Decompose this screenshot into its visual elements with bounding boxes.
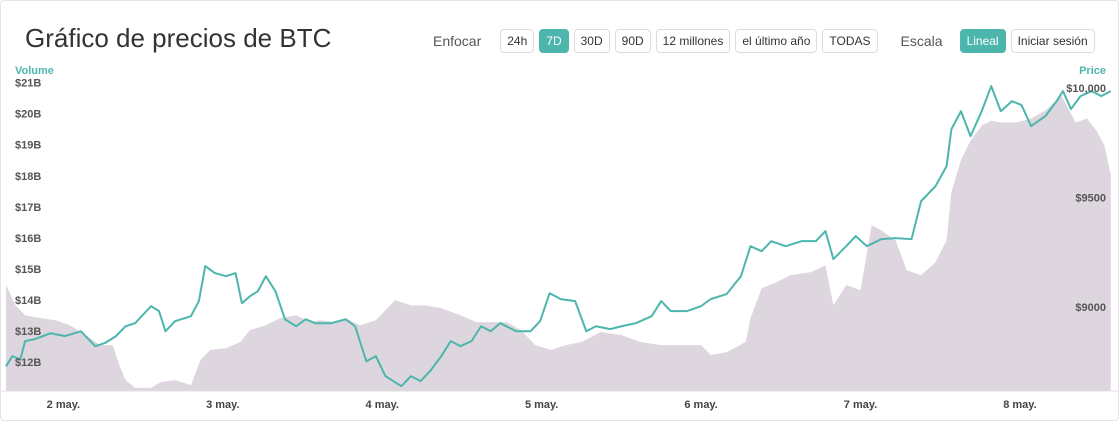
y-tick-label: $14B <box>15 295 41 307</box>
zoom-button[interactable]: 12 millones <box>655 29 731 53</box>
controls: Enfocar 24h 7D 30D 90D 12 millones el último a… <box>433 29 1095 53</box>
zoom-button[interactable]: 30D <box>573 29 610 53</box>
scale-button[interactable]: Lineal <box>959 29 1006 53</box>
price-line <box>5 85 1112 388</box>
y-axis-label: Volume <box>15 65 54 77</box>
zoom-button[interactable]: 24h <box>500 29 535 53</box>
x-tick-label: 5 may. <box>525 399 558 411</box>
zoom-label: Enfocar <box>433 33 482 49</box>
y-tick-label: $18B <box>15 171 41 183</box>
scale-button[interactable]: Iniciar sesión <box>1010 29 1095 53</box>
x-tick-label: 2 may. <box>47 399 80 411</box>
y2-tick-label: $9500 <box>1075 192 1106 204</box>
y-tick-label: $21B <box>15 78 41 90</box>
y2-tick-label: $9000 <box>1075 302 1106 314</box>
scale-label: Escala <box>900 33 943 49</box>
y2-tick-label: $10,000 <box>1066 83 1106 95</box>
y-tick-label: $13B <box>15 326 41 338</box>
x-tick-label: 6 may. <box>684 399 717 411</box>
chart-title: Gráfico de precios de BTC <box>25 23 332 53</box>
y-tick-label: $17B <box>15 202 41 214</box>
zoom-button[interactable]: el último año <box>735 29 818 53</box>
y-tick-label: $12B <box>15 357 41 369</box>
y2-axis-label: Price <box>1079 65 1106 77</box>
y-tick-label: $15B <box>15 264 41 276</box>
zoom-button[interactable]: 7D <box>539 29 569 53</box>
zoom-button[interactable]: TODAS <box>822 29 878 53</box>
x-tick-label: 3 may. <box>206 399 239 411</box>
y-tick-label: $20B <box>15 109 41 121</box>
volume-area <box>6 95 1111 391</box>
y-tick-label: $19B <box>15 140 41 152</box>
x-tick-label: 8 may. <box>1003 399 1036 411</box>
y-tick-label: $16B <box>15 233 41 245</box>
x-tick-label: 7 may. <box>844 399 877 411</box>
zoom-button[interactable]: 90D <box>614 29 651 53</box>
x-tick-label: 4 may. <box>366 399 399 411</box>
